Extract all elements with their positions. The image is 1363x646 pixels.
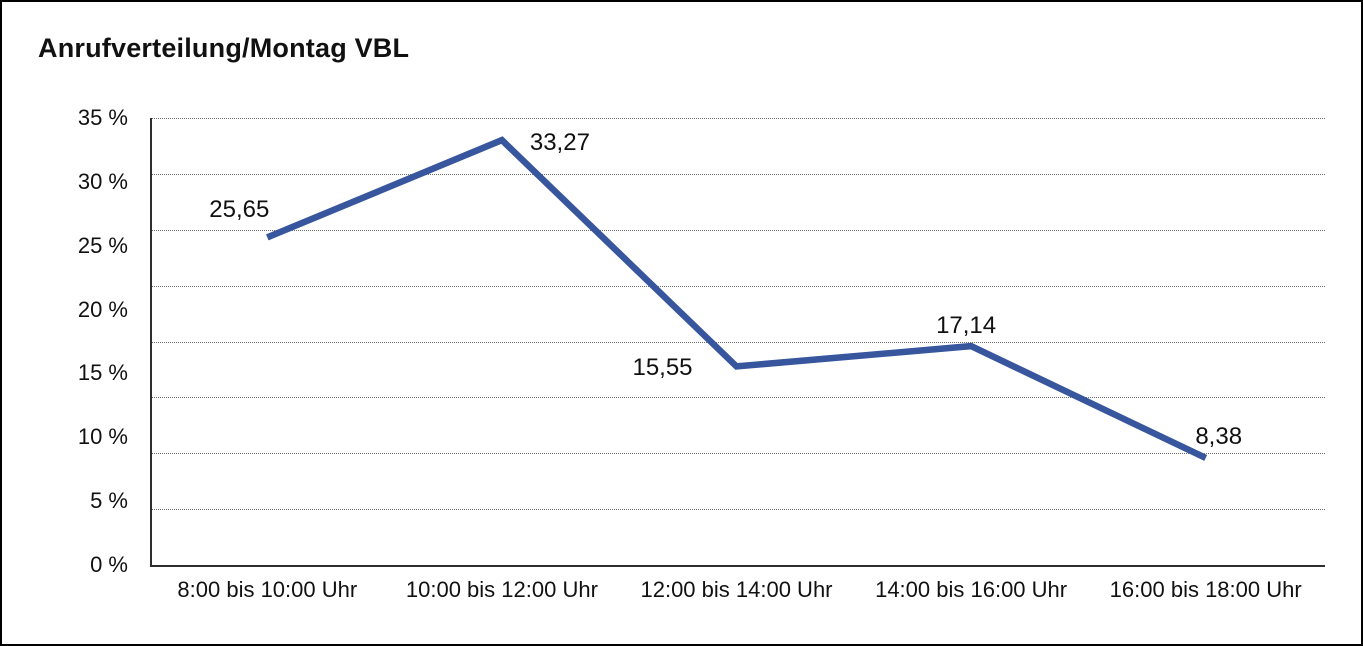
- data-point-label: 33,27: [529, 129, 590, 157]
- y-axis-tick-label: 25 %: [77, 232, 128, 258]
- data-point-label: 25,65: [209, 196, 270, 224]
- data-point-label: 15,55: [632, 354, 693, 382]
- y-axis-tick-label: 0 %: [90, 552, 128, 577]
- y-axis-tick-label: 30 %: [77, 168, 128, 194]
- x-axis-category-label: 10:00 bis 12:00 Uhr: [405, 577, 598, 602]
- y-axis-tick-label: 35 %: [77, 105, 128, 130]
- gridline: [152, 341, 1325, 343]
- x-axis-category-label: 14:00 bis 16:00 Uhr: [875, 577, 1068, 602]
- y-axis-tick-label: 15 %: [77, 360, 128, 386]
- data-point-label: 17,14: [936, 312, 997, 340]
- x-axis-category-label: 12:00 bis 14:00 Uhr: [640, 577, 833, 602]
- x-axis-category-label: 16:00 bis 18:00 Uhr: [1109, 577, 1302, 602]
- data-point-label: 8,38: [1195, 422, 1243, 450]
- gridline: [152, 397, 1325, 399]
- gridline: [152, 118, 1325, 119]
- chart-title: Anrufverteilung/Montag VBL: [38, 33, 410, 63]
- data-line: [266, 136, 1208, 461]
- gridline: [152, 229, 1325, 231]
- gridline: [152, 173, 1325, 175]
- plot-area: [150, 118, 1325, 567]
- x-axis-category-label: 8:00 bis 10:00 Uhr: [177, 577, 358, 602]
- y-axis-tick-label: 10 %: [77, 424, 128, 450]
- gridline: [152, 285, 1325, 287]
- y-axis-tick-label: 5 %: [90, 488, 128, 514]
- gridline: [152, 453, 1325, 455]
- y-axis-tick-label: 20 %: [77, 296, 128, 322]
- gridline: [152, 509, 1325, 511]
